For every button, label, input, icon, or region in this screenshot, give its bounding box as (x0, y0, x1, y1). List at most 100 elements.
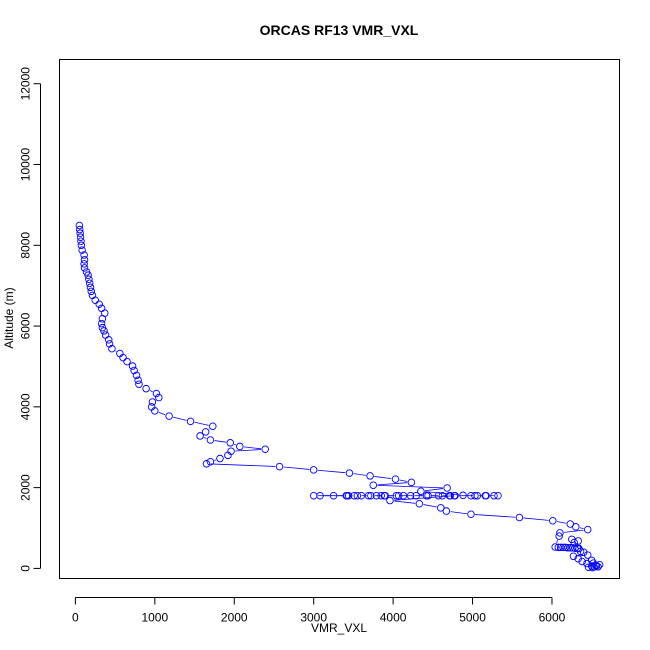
series-line-segment (564, 529, 584, 533)
data-point (578, 557, 586, 566)
data-point (556, 543, 565, 552)
chart-title: ORCAS RF13 VMR_VXL (260, 22, 419, 38)
data-point (100, 327, 108, 335)
x-tick-label: 4000 (380, 611, 407, 625)
data-point (224, 451, 232, 460)
data-point (186, 417, 195, 426)
series-line-segment (523, 517, 549, 521)
data-point (357, 491, 366, 500)
series-line-segment (214, 459, 217, 461)
data-point (569, 552, 578, 561)
data-point (104, 336, 113, 344)
data-point (80, 260, 88, 268)
data-point (392, 491, 401, 500)
data-point (85, 279, 94, 288)
data-point (571, 544, 579, 552)
data-point (108, 344, 116, 353)
series-line-segment (377, 482, 408, 486)
data-point (76, 233, 85, 241)
data-point (130, 366, 138, 375)
data-point (76, 229, 84, 237)
data-point (206, 458, 215, 466)
data-point (135, 380, 143, 388)
data-point (76, 225, 84, 234)
data-point (142, 384, 150, 393)
data-point (95, 300, 103, 309)
data-point (77, 241, 86, 250)
data-point (329, 491, 338, 500)
data-point (84, 271, 92, 279)
data-point (372, 491, 381, 500)
data-point (549, 516, 557, 525)
data-point (201, 428, 210, 436)
data-point (412, 491, 420, 500)
series-line-segment (194, 421, 209, 426)
data-point (364, 491, 373, 500)
data-point (443, 484, 451, 492)
series-line-segment (475, 514, 516, 518)
series-line-segment (353, 473, 366, 476)
y-tick-label: 12000 (19, 67, 33, 101)
data-point (132, 371, 141, 380)
data-point (450, 491, 459, 500)
data-point (85, 275, 93, 283)
data-point (80, 264, 89, 272)
data-point (559, 543, 567, 552)
y-axis: 0 2000 4000 6000 8000 10000 12000 (19, 67, 41, 572)
data-point (80, 256, 89, 264)
data-point (490, 491, 498, 500)
data-point (75, 221, 84, 230)
data-point (584, 563, 593, 571)
data-point (152, 389, 161, 398)
data-point (583, 525, 592, 534)
x-axis: 0 1000 2000 3000 4000 5000 6000 (72, 597, 566, 625)
data-point (77, 237, 85, 246)
data-point (206, 436, 215, 444)
data-point (394, 491, 403, 500)
data-point (572, 523, 580, 531)
data-point (494, 491, 502, 500)
data-point (128, 362, 137, 370)
x-tick-label: 3000 (300, 611, 327, 625)
data-point (576, 547, 585, 556)
x-tick-label: 0 (72, 611, 79, 625)
series-line-segment (394, 495, 451, 501)
data-point (591, 561, 600, 569)
series-line-segment (450, 511, 467, 515)
y-tick-label: 6000 (19, 312, 33, 339)
data-point (467, 510, 475, 519)
data-point (155, 393, 163, 402)
y-tick-label: 4000 (19, 393, 33, 420)
data-point (481, 491, 490, 500)
data-point (226, 439, 235, 447)
data-point (98, 315, 107, 323)
series-layer (75, 221, 604, 572)
series-line-segment (377, 484, 443, 489)
y-tick-label: 0 (19, 565, 33, 572)
data-point (459, 491, 467, 500)
series-line-segment (214, 440, 227, 443)
data-point (343, 491, 351, 500)
data-point (381, 491, 389, 500)
data-point (119, 353, 127, 362)
data-point (369, 481, 378, 489)
y-tick-label: 2000 (19, 474, 33, 501)
data-point (78, 246, 86, 254)
data-point (556, 529, 564, 537)
plot-area-frame (59, 59, 620, 579)
series-line-segment (210, 463, 276, 467)
data-point (105, 340, 114, 348)
data-point (88, 291, 97, 300)
series-line-segment (173, 416, 187, 421)
series-line-segment (425, 488, 444, 492)
series-line-segment (423, 504, 437, 508)
series-line-segment (158, 411, 166, 416)
data-point (196, 432, 204, 440)
data-point (261, 445, 269, 454)
data-point (407, 478, 416, 487)
data-point (417, 487, 425, 496)
data-point (134, 376, 142, 384)
data-point (583, 551, 592, 559)
data-point (309, 466, 318, 474)
